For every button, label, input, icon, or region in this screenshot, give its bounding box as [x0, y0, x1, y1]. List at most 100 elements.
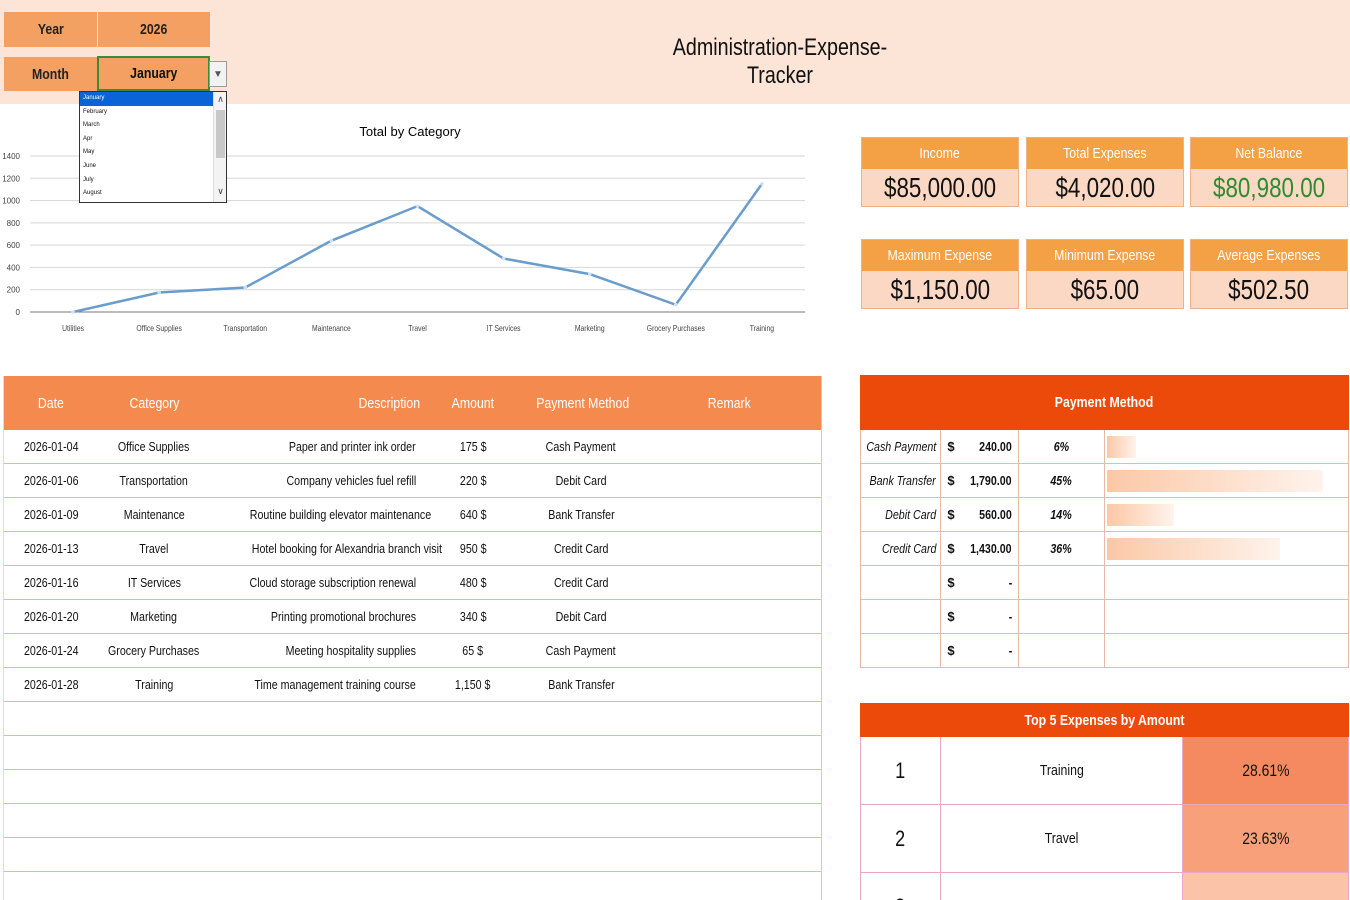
- month-option[interactable]: August: [83, 190, 102, 197]
- empty-table-row[interactable]: [4, 702, 822, 736]
- payment-method-row: $ -: [860, 566, 1349, 600]
- month-option[interactable]: June: [83, 162, 97, 169]
- x-tick-label: Travel: [408, 323, 427, 333]
- cell-amount: 340 $: [459, 609, 487, 624]
- kpi-value: $1,150.00: [862, 271, 1018, 308]
- kpi-value: $65.00: [1027, 271, 1183, 308]
- top5-rank: 3: [861, 873, 941, 900]
- data-point: [157, 290, 161, 295]
- column-header[interactable]: Category: [129, 394, 179, 412]
- payment-method-name: Debit Card: [861, 498, 941, 531]
- column-header[interactable]: Amount: [451, 394, 495, 412]
- bar-fill: [1107, 436, 1136, 458]
- cell-remark: [636, 473, 822, 488]
- month-dropdown-list[interactable]: January February March Apr May June July August…: [79, 91, 227, 203]
- payment-method-row: Debit Card $560.00 14%: [860, 498, 1349, 532]
- month-option[interactable]: Apr: [83, 135, 93, 142]
- table-row[interactable]: 2026-01-09 Maintenance Routine building el…: [4, 498, 822, 532]
- payment-method-amount: 240.00: [961, 430, 1019, 463]
- cell-category: Grocery Purchases: [108, 643, 200, 658]
- top5-row: 3: [860, 873, 1349, 900]
- cell-category: Office Supplies: [118, 439, 190, 454]
- cell-payment: Bank Transfer: [547, 507, 615, 522]
- cell-payment: Credit Card: [553, 575, 609, 590]
- cell-category: Transportation: [119, 473, 189, 488]
- table-row[interactable]: 2026-01-28 Training Time management traini…: [4, 668, 822, 702]
- empty-table-row[interactable]: [4, 804, 822, 838]
- empty-table-row[interactable]: [4, 838, 822, 872]
- cell-description: Company vehicles fuel refill: [286, 473, 416, 488]
- year-value[interactable]: 2026: [98, 12, 210, 47]
- table-row[interactable]: 2026-01-24 Grocery Purchases Meeting hospi…: [4, 634, 822, 668]
- payment-method-name: [861, 600, 941, 633]
- cell-remark: [636, 677, 822, 692]
- table-row[interactable]: 2026-01-04 Office Supplies Paper and print…: [4, 430, 822, 464]
- currency-symbol: $: [947, 643, 955, 658]
- scroll-thumb[interactable]: [216, 110, 225, 158]
- column-header[interactable]: Remark: [707, 394, 751, 412]
- payment-method-amount: -: [961, 600, 1019, 633]
- kpi-card: Income $85,000.00: [861, 137, 1019, 207]
- cell-category: Travel: [139, 541, 169, 556]
- payment-method-percent: 6%: [1019, 430, 1105, 463]
- kpi-label: Minimum Expense: [1027, 240, 1183, 271]
- payment-method-row: Bank Transfer $1,790.00 45%: [860, 464, 1349, 498]
- scroll-up-icon[interactable]: ∧: [217, 94, 224, 104]
- x-tick-label: Office Supplies: [136, 323, 182, 333]
- month-select[interactable]: January: [97, 56, 210, 91]
- cell-date: 2026-01-24: [23, 643, 79, 658]
- y-tick-label: 1400: [2, 152, 20, 161]
- currency-symbol: $: [947, 575, 955, 590]
- payment-method-row: Credit Card $1,430.00 36%: [860, 532, 1349, 566]
- month-option[interactable]: March: [83, 122, 100, 129]
- expense-table: Date Category Description Amount Payment Met…: [4, 376, 822, 900]
- table-row[interactable]: 2026-01-06 Transportation Company vehicles…: [4, 464, 822, 498]
- kpi-value: $4,020.00: [1027, 169, 1183, 206]
- currency-symbol: $: [947, 473, 955, 488]
- cell-payment: Credit Card: [553, 541, 609, 556]
- payment-method-amount: -: [961, 634, 1019, 667]
- payment-method-amount: -: [961, 566, 1019, 599]
- cell-category: Marketing: [130, 609, 178, 624]
- payment-method-percent: [1019, 600, 1105, 633]
- payment-method-title: Payment Method: [860, 375, 1349, 430]
- empty-table-row[interactable]: [4, 872, 822, 900]
- payment-method-bar: [1105, 566, 1348, 599]
- cell-payment: Cash Payment: [546, 643, 616, 658]
- x-tick-label: IT Services: [487, 323, 521, 333]
- cell-date: 2026-01-16: [23, 575, 79, 590]
- column-header[interactable]: Date: [38, 394, 64, 412]
- top5-percent: 28.61%: [1183, 737, 1348, 804]
- cell-date: 2026-01-06: [23, 473, 79, 488]
- cell-payment: Debit Card: [555, 609, 607, 624]
- cell-amount: 480 $: [459, 575, 487, 590]
- column-header[interactable]: Description: [358, 394, 420, 412]
- month-option[interactable]: May: [83, 149, 95, 156]
- currency-symbol: $: [947, 541, 955, 556]
- payment-method-bar: [1105, 430, 1348, 463]
- scroll-down-icon[interactable]: ∨: [217, 186, 224, 196]
- table-row[interactable]: 2026-01-20 Marketing Printing promotional …: [4, 600, 822, 634]
- table-row[interactable]: 2026-01-16 IT Services Cloud storage subsc…: [4, 566, 822, 600]
- month-option[interactable]: February: [83, 108, 108, 115]
- y-tick-label: 800: [7, 219, 21, 228]
- column-header[interactable]: Payment Method: [536, 394, 630, 412]
- empty-table-row[interactable]: [4, 770, 822, 804]
- month-option[interactable]: July: [83, 176, 94, 183]
- x-tick-label: Marketing: [575, 323, 605, 333]
- empty-table-row[interactable]: [4, 736, 822, 770]
- month-option[interactable]: January: [80, 92, 214, 106]
- kpi-value: $502.50: [1191, 271, 1347, 308]
- dropdown-scrollbar[interactable]: ∧ ∨: [213, 92, 226, 202]
- chart-title: Total by Category: [359, 124, 461, 139]
- payment-method-amount: 1,790.00: [961, 464, 1019, 497]
- cell-description: Paper and printer ink order: [289, 439, 416, 454]
- cell-remark: [636, 575, 822, 590]
- currency-symbol: $: [947, 609, 955, 624]
- top5-percent: [1183, 873, 1348, 900]
- dropdown-arrow-icon[interactable]: ▼: [209, 61, 227, 87]
- table-row[interactable]: 2026-01-13 Travel Hotel booking for Alexan…: [4, 532, 822, 566]
- table-right-border: [821, 376, 822, 900]
- payment-method-panel: Payment Method Cash Payment $240.00 6% Bank…: [860, 375, 1349, 668]
- cell-description: Meeting hospitality supplies: [285, 643, 416, 658]
